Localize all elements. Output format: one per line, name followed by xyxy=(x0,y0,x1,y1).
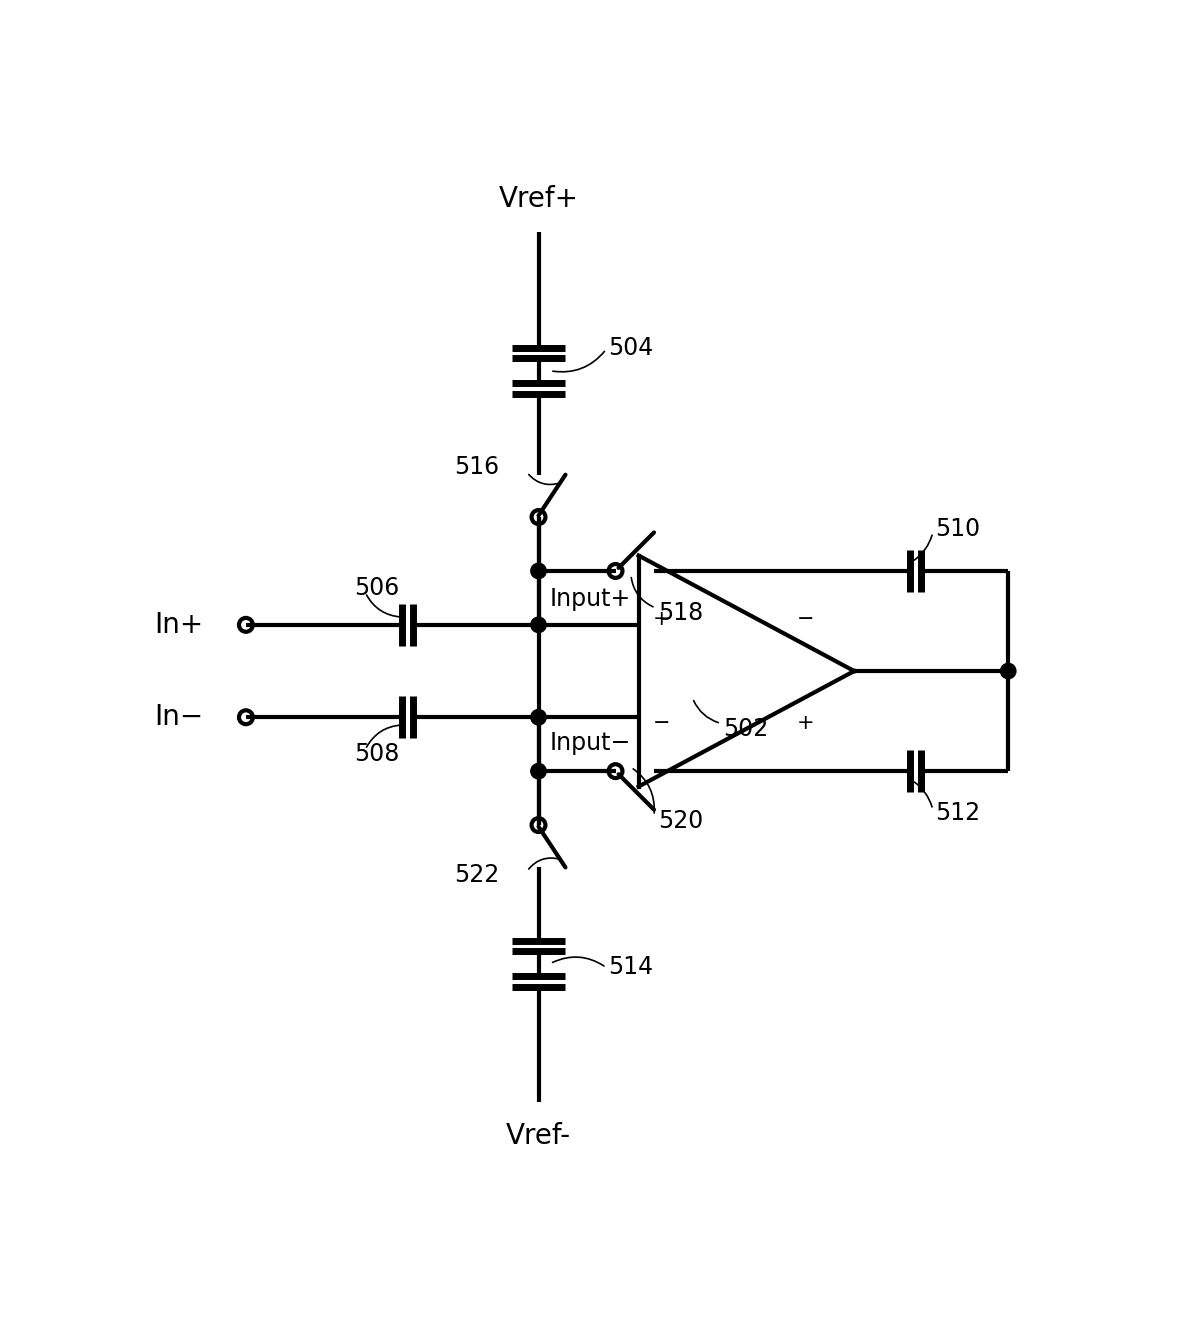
Text: In−: In− xyxy=(154,704,203,731)
Text: +: + xyxy=(653,610,671,629)
Text: −: − xyxy=(797,610,814,629)
Circle shape xyxy=(531,763,547,779)
Text: +: + xyxy=(797,713,814,733)
Text: 516: 516 xyxy=(454,454,498,480)
Text: 506: 506 xyxy=(354,576,399,600)
Text: Input+: Input+ xyxy=(550,587,631,611)
Circle shape xyxy=(1001,664,1016,678)
Text: 510: 510 xyxy=(936,517,980,541)
Circle shape xyxy=(531,617,547,632)
Text: Vref-: Vref- xyxy=(506,1121,571,1150)
Text: −: − xyxy=(653,713,669,733)
Circle shape xyxy=(531,710,547,725)
Text: 512: 512 xyxy=(936,802,980,825)
Text: In+: In+ xyxy=(154,611,203,639)
Text: 520: 520 xyxy=(657,810,703,833)
Text: 508: 508 xyxy=(354,742,399,766)
Circle shape xyxy=(531,563,547,579)
Text: 504: 504 xyxy=(608,335,653,359)
Text: 502: 502 xyxy=(724,717,768,741)
Text: 522: 522 xyxy=(454,863,500,888)
Text: 514: 514 xyxy=(608,955,653,979)
Text: Vref+: Vref+ xyxy=(498,186,578,213)
Text: Input−: Input− xyxy=(550,731,631,755)
Text: 518: 518 xyxy=(657,602,703,625)
